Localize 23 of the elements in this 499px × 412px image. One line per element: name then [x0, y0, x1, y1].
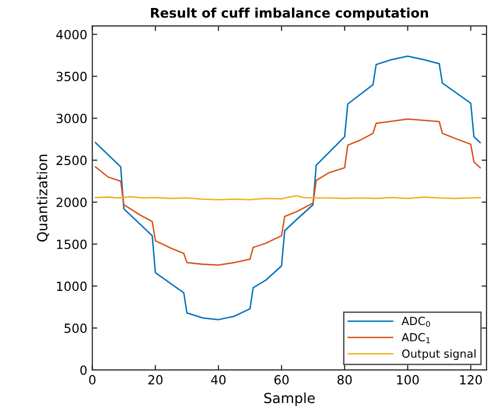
y-tick-label: 500: [64, 323, 87, 333]
y-axis-title: Quantization: [36, 154, 49, 242]
y-tick-label: 3000: [56, 114, 87, 124]
x-tick-label: 60: [274, 375, 289, 385]
y-tick-label: 4000: [56, 30, 87, 40]
x-axis-title: Sample: [264, 392, 315, 406]
legend-label: Output signal: [402, 349, 476, 360]
chart-title: Result of cuff imbalance computation: [151, 8, 428, 20]
y-tick-label: 3500: [56, 72, 87, 82]
legend-label: ADC$_{1}$: [402, 333, 430, 344]
x-tick-label: 0: [89, 375, 96, 385]
y-tick-label: 2000: [56, 198, 87, 208]
y-tick-label: 2500: [56, 156, 87, 166]
x-tick-label: 100: [397, 375, 419, 385]
y-tick-label: 0: [80, 365, 87, 375]
line-series: [94, 118, 481, 266]
x-tick-label: 120: [460, 375, 482, 385]
x-tick-label: 40: [211, 375, 226, 385]
legend-label: ADC$_{0}$: [402, 316, 430, 327]
y-tick-label: 1000: [57, 282, 87, 291]
y-tick-label: 1500: [57, 240, 87, 250]
x-tick-label: 80: [338, 375, 352, 385]
x-tick-label: 20: [148, 375, 163, 385]
